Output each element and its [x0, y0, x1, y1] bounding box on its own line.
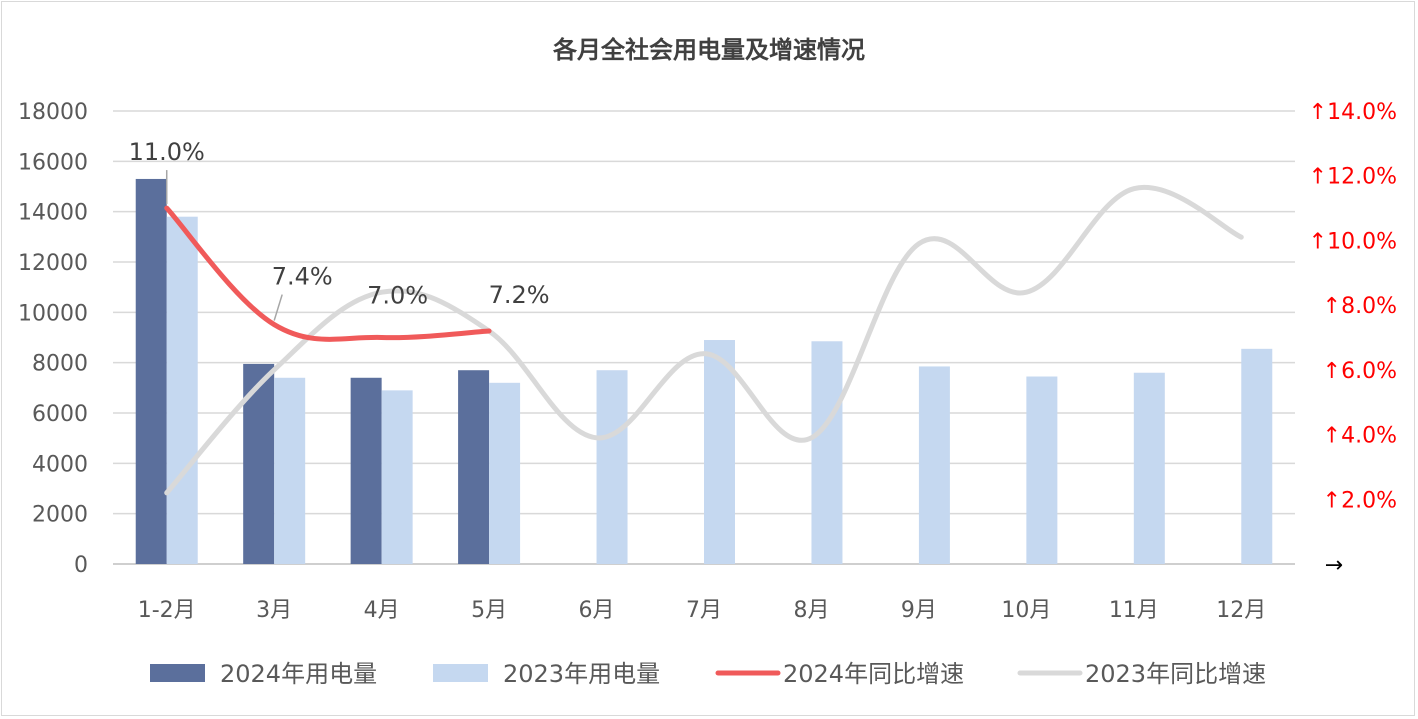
x-tick-label: 8月	[793, 598, 829, 623]
data-label: 7.0%	[367, 282, 428, 310]
left-tick-label: 12000	[18, 251, 88, 276]
legend-label: 2024年用电量	[220, 660, 377, 688]
right-tick-label: ↑14.0%	[1309, 100, 1397, 125]
legend-label: 2023年用电量	[503, 660, 660, 688]
gridlines	[113, 110, 1295, 565]
x-tick-label: 10月	[1001, 598, 1051, 623]
x-tick-label: 1-2月	[138, 598, 196, 623]
series-line	[164, 205, 492, 342]
right-axis-ticks: → ↑2.0% ↑4.0% ↑6.0% ↑8.0% ↑10.0% ↑12.0% ↑14.0%	[1309, 100, 1397, 578]
x-tick-label: 3月	[256, 598, 292, 623]
bar	[596, 370, 628, 564]
bar	[458, 370, 490, 564]
right-tick-label: ↑2.0%	[1323, 488, 1397, 513]
bar	[135, 178, 167, 564]
right-tick-label: ↑4.0%	[1323, 424, 1397, 449]
x-tick-label: 12月	[1216, 598, 1266, 623]
legend-swatch	[150, 664, 205, 682]
legend-label: 2024年同比增速	[783, 660, 964, 688]
bar	[274, 377, 306, 564]
data-label: 7.2%	[489, 281, 550, 309]
leader-line	[273, 294, 283, 321]
x-tick-label: 5月	[471, 598, 507, 623]
x-tick-label: 9月	[901, 598, 937, 623]
left-tick-label: 8000	[32, 352, 88, 377]
x-tick-label: 6月	[579, 598, 615, 623]
right-tick-label: ↑8.0%	[1323, 294, 1397, 319]
left-tick-label: 16000	[18, 150, 88, 175]
legend-label: 2023年同比增速	[1085, 660, 1266, 688]
right-tick-label: ↑6.0%	[1323, 359, 1397, 384]
left-tick-label: 10000	[18, 301, 88, 326]
bars-group	[135, 178, 1273, 564]
bar	[704, 340, 735, 564]
chart-title: 各月全社会用电量及增速情况	[552, 36, 865, 64]
bar	[381, 390, 413, 564]
lines-group	[164, 184, 1244, 496]
legend: 2024年用电量 2023年用电量 2024年同比增速 2023年同比增速	[150, 660, 1266, 688]
bar	[811, 341, 843, 564]
left-tick-label: 18000	[18, 100, 88, 125]
data-label: 11.0%	[129, 138, 205, 166]
data-labels: 11.0% 7.4% 7.0% 7.2%	[129, 138, 550, 321]
bar	[350, 377, 382, 564]
bar	[1133, 372, 1165, 564]
x-tick-label: 7月	[686, 598, 722, 623]
left-tick-label: 6000	[32, 402, 88, 427]
x-axis-ticks: 1-2月 3月 4月 5月 6月 7月 8月 9月 10月 11月 12月	[138, 598, 1267, 623]
left-tick-label: 2000	[32, 503, 88, 528]
x-tick-label: 4月	[364, 598, 400, 623]
left-axis-ticks: 0 2000 4000 6000 8000 10000 12000 14000 16000 180…	[18, 100, 88, 578]
right-tick-label: ↑12.0%	[1309, 165, 1397, 190]
series-line	[164, 184, 1244, 496]
left-tick-label: 14000	[18, 201, 88, 226]
data-label: 7.4%	[272, 263, 333, 291]
right-tick-label: ↑10.0%	[1309, 229, 1397, 254]
bar	[1026, 376, 1058, 564]
left-tick-label: 0	[74, 553, 88, 578]
bar	[918, 366, 950, 564]
right-tick-label: →	[1325, 553, 1343, 578]
bar	[489, 382, 521, 564]
bar	[166, 216, 198, 564]
bar	[1241, 348, 1273, 564]
x-tick-label: 11月	[1109, 598, 1159, 623]
legend-swatch	[433, 664, 488, 682]
left-tick-label: 4000	[32, 452, 88, 477]
